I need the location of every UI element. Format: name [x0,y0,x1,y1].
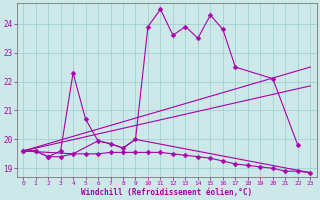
X-axis label: Windchill (Refroidissement éolien,°C): Windchill (Refroidissement éolien,°C) [81,188,252,197]
